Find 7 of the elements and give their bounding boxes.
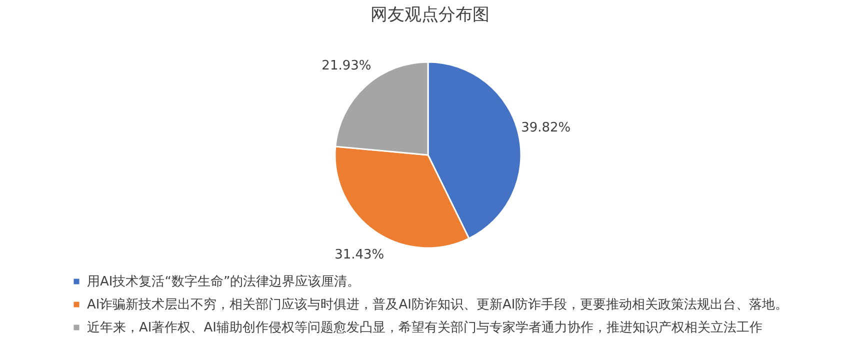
- chart-title: 网友观点分布图: [370, 5, 490, 25]
- data-label: 39.82%: [521, 120, 571, 136]
- legend-label: AI诈骗新技术层出不穷，相关部门应该与时俱进，普及AI防诈知识、更新AI防诈手段，更要推动相关政策法规出台、落地。: [87, 296, 788, 312]
- data-label: 31.43%: [334, 248, 384, 263]
- data-label: 21.93%: [322, 58, 372, 74]
- legend-label: 近年来，AI著作权、AI辅助创作侵权等问题愈发凸显，希望有关部门与专家学者通力协作，推进知识产权相关立法工作: [87, 320, 762, 336]
- legend-label: 用AI技术复活“数字生命”的法律边界应该厘清。: [87, 274, 360, 290]
